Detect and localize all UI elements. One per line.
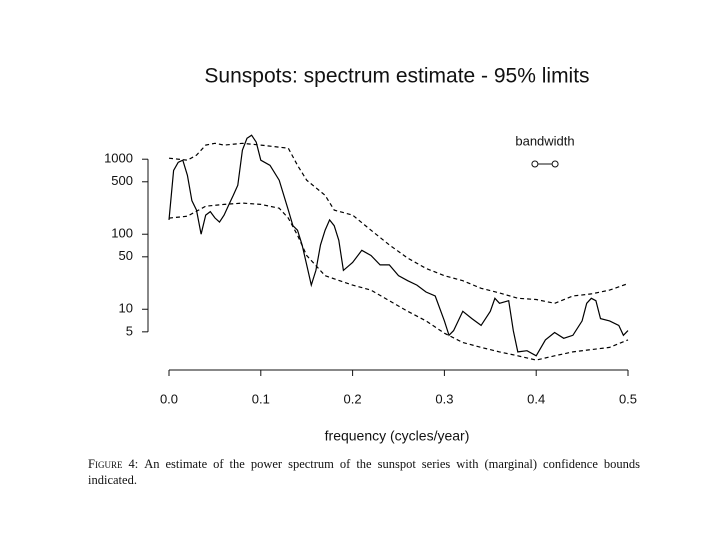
- y-tick-label: 100: [111, 226, 133, 241]
- y-tick-label: 500: [111, 173, 133, 188]
- bandwidth-end: [531, 160, 539, 168]
- x-axis-label: frequency (cycles/year): [325, 428, 470, 444]
- y-tick-label: 5: [126, 323, 133, 338]
- x-tick-label: 0.2: [344, 391, 362, 406]
- x-tick-label: 0.5: [619, 391, 637, 406]
- x-tick-label: 0.4: [527, 391, 545, 406]
- bandwidth-label: bandwidth: [515, 133, 574, 148]
- caption-label: Figure 4:: [88, 457, 139, 471]
- chart: Sunspots: spectrum estimate - 95% limits…: [104, 65, 637, 444]
- y-tick-label: 1000: [104, 151, 133, 166]
- limit-line: [168, 142, 629, 304]
- spectrum-line: [168, 134, 629, 357]
- x-tick-label: 0.0: [160, 391, 178, 406]
- x-tick-label: 0.1: [252, 391, 270, 406]
- caption: Figure 4: An estimate of the power spectr…: [88, 456, 640, 488]
- limit-line: [168, 202, 629, 361]
- chart-title: Sunspots: spectrum estimate - 95% limits: [204, 65, 589, 88]
- y-tick-label: 10: [119, 301, 133, 316]
- y-tick-label: 50: [119, 248, 133, 263]
- caption-text: An estimate of the power spectrum of the…: [88, 457, 640, 487]
- x-tick-label: 0.3: [435, 391, 453, 406]
- bandwidth-end: [551, 160, 559, 168]
